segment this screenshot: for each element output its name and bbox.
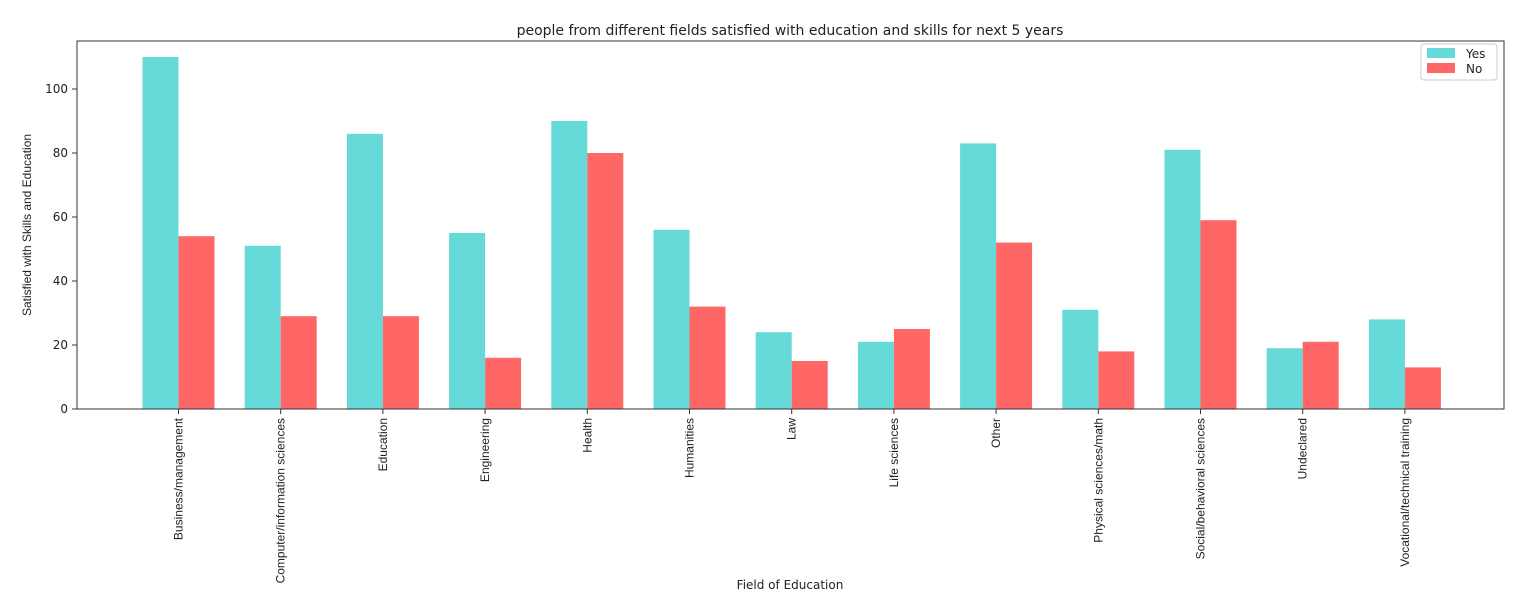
bar-yes-11 (1266, 348, 1303, 409)
bars-layer (142, 57, 1441, 410)
x-tick-label: Education (376, 418, 390, 471)
bar-no-9 (1098, 351, 1135, 409)
legend-label-yes: Yes (1465, 47, 1485, 61)
legend-swatch-yes (1427, 48, 1455, 58)
bar-no-12 (1404, 367, 1441, 409)
bar-no-1 (280, 316, 317, 409)
bar-no-5 (689, 306, 726, 409)
y-axis-title: Satisfied with Skills and Education (20, 134, 34, 316)
plot-frame (76, 40, 1505, 410)
bar-no-6 (791, 361, 828, 409)
x-tick-label: Physical sciences/math (1091, 418, 1105, 543)
bar-yes-7 (857, 341, 894, 409)
bar-yes-9 (1062, 309, 1099, 409)
bar-yes-10 (1164, 149, 1201, 410)
x-axis-title: Field of Education (737, 578, 844, 592)
x-tick-label: Law (785, 418, 799, 440)
bar-yes-2 (346, 133, 383, 410)
bar-yes-3 (449, 233, 486, 409)
bar-no-4 (587, 153, 624, 409)
y-tick-label: 60 (53, 210, 68, 224)
bar-yes-6 (755, 332, 792, 409)
y-tick-label: 80 (53, 146, 68, 160)
bar-yes-5 (653, 229, 690, 409)
bar-no-3 (485, 357, 522, 409)
bar-yes-0 (142, 57, 179, 409)
bar-yes-8 (960, 143, 997, 409)
bar-no-0 (178, 236, 215, 409)
bar-yes-4 (551, 121, 588, 409)
x-tick-label: Computer/information sciences (274, 418, 288, 583)
x-tick-label: Undeclared (1296, 418, 1310, 479)
bar-no-7 (893, 329, 930, 409)
y-tick-label: 40 (53, 274, 68, 288)
bar-yes-12 (1368, 319, 1405, 409)
legend-swatch-no (1427, 63, 1455, 73)
y-axis: 0 20 40 60 80 100 (45, 82, 77, 416)
x-axis: Business/management Computer/information … (172, 409, 1412, 583)
bar-no-8 (996, 242, 1033, 409)
y-tick-label: 100 (45, 82, 68, 96)
x-tick-label: Business/management (172, 417, 186, 540)
bar-yes-1 (244, 245, 281, 409)
x-tick-label: Vocational/technical training (1398, 418, 1412, 567)
x-tick-label: Engineering (478, 418, 492, 482)
x-tick-label: Other (989, 418, 1003, 448)
bar-no-2 (382, 316, 419, 409)
bar-no-11 (1302, 341, 1339, 409)
chart-title: people from different fields satisfied w… (517, 23, 1064, 39)
x-tick-label: Social/behavioral sciences (1194, 418, 1208, 559)
x-tick-label: Humanities (683, 418, 697, 478)
y-tick-label: 0 (60, 402, 68, 416)
x-tick-label: Life sciences (887, 418, 901, 487)
y-tick-label: 20 (53, 338, 68, 352)
bar-no-10 (1200, 220, 1237, 409)
legend-label-no: No (1466, 62, 1482, 76)
x-tick-label: Health (580, 418, 594, 453)
